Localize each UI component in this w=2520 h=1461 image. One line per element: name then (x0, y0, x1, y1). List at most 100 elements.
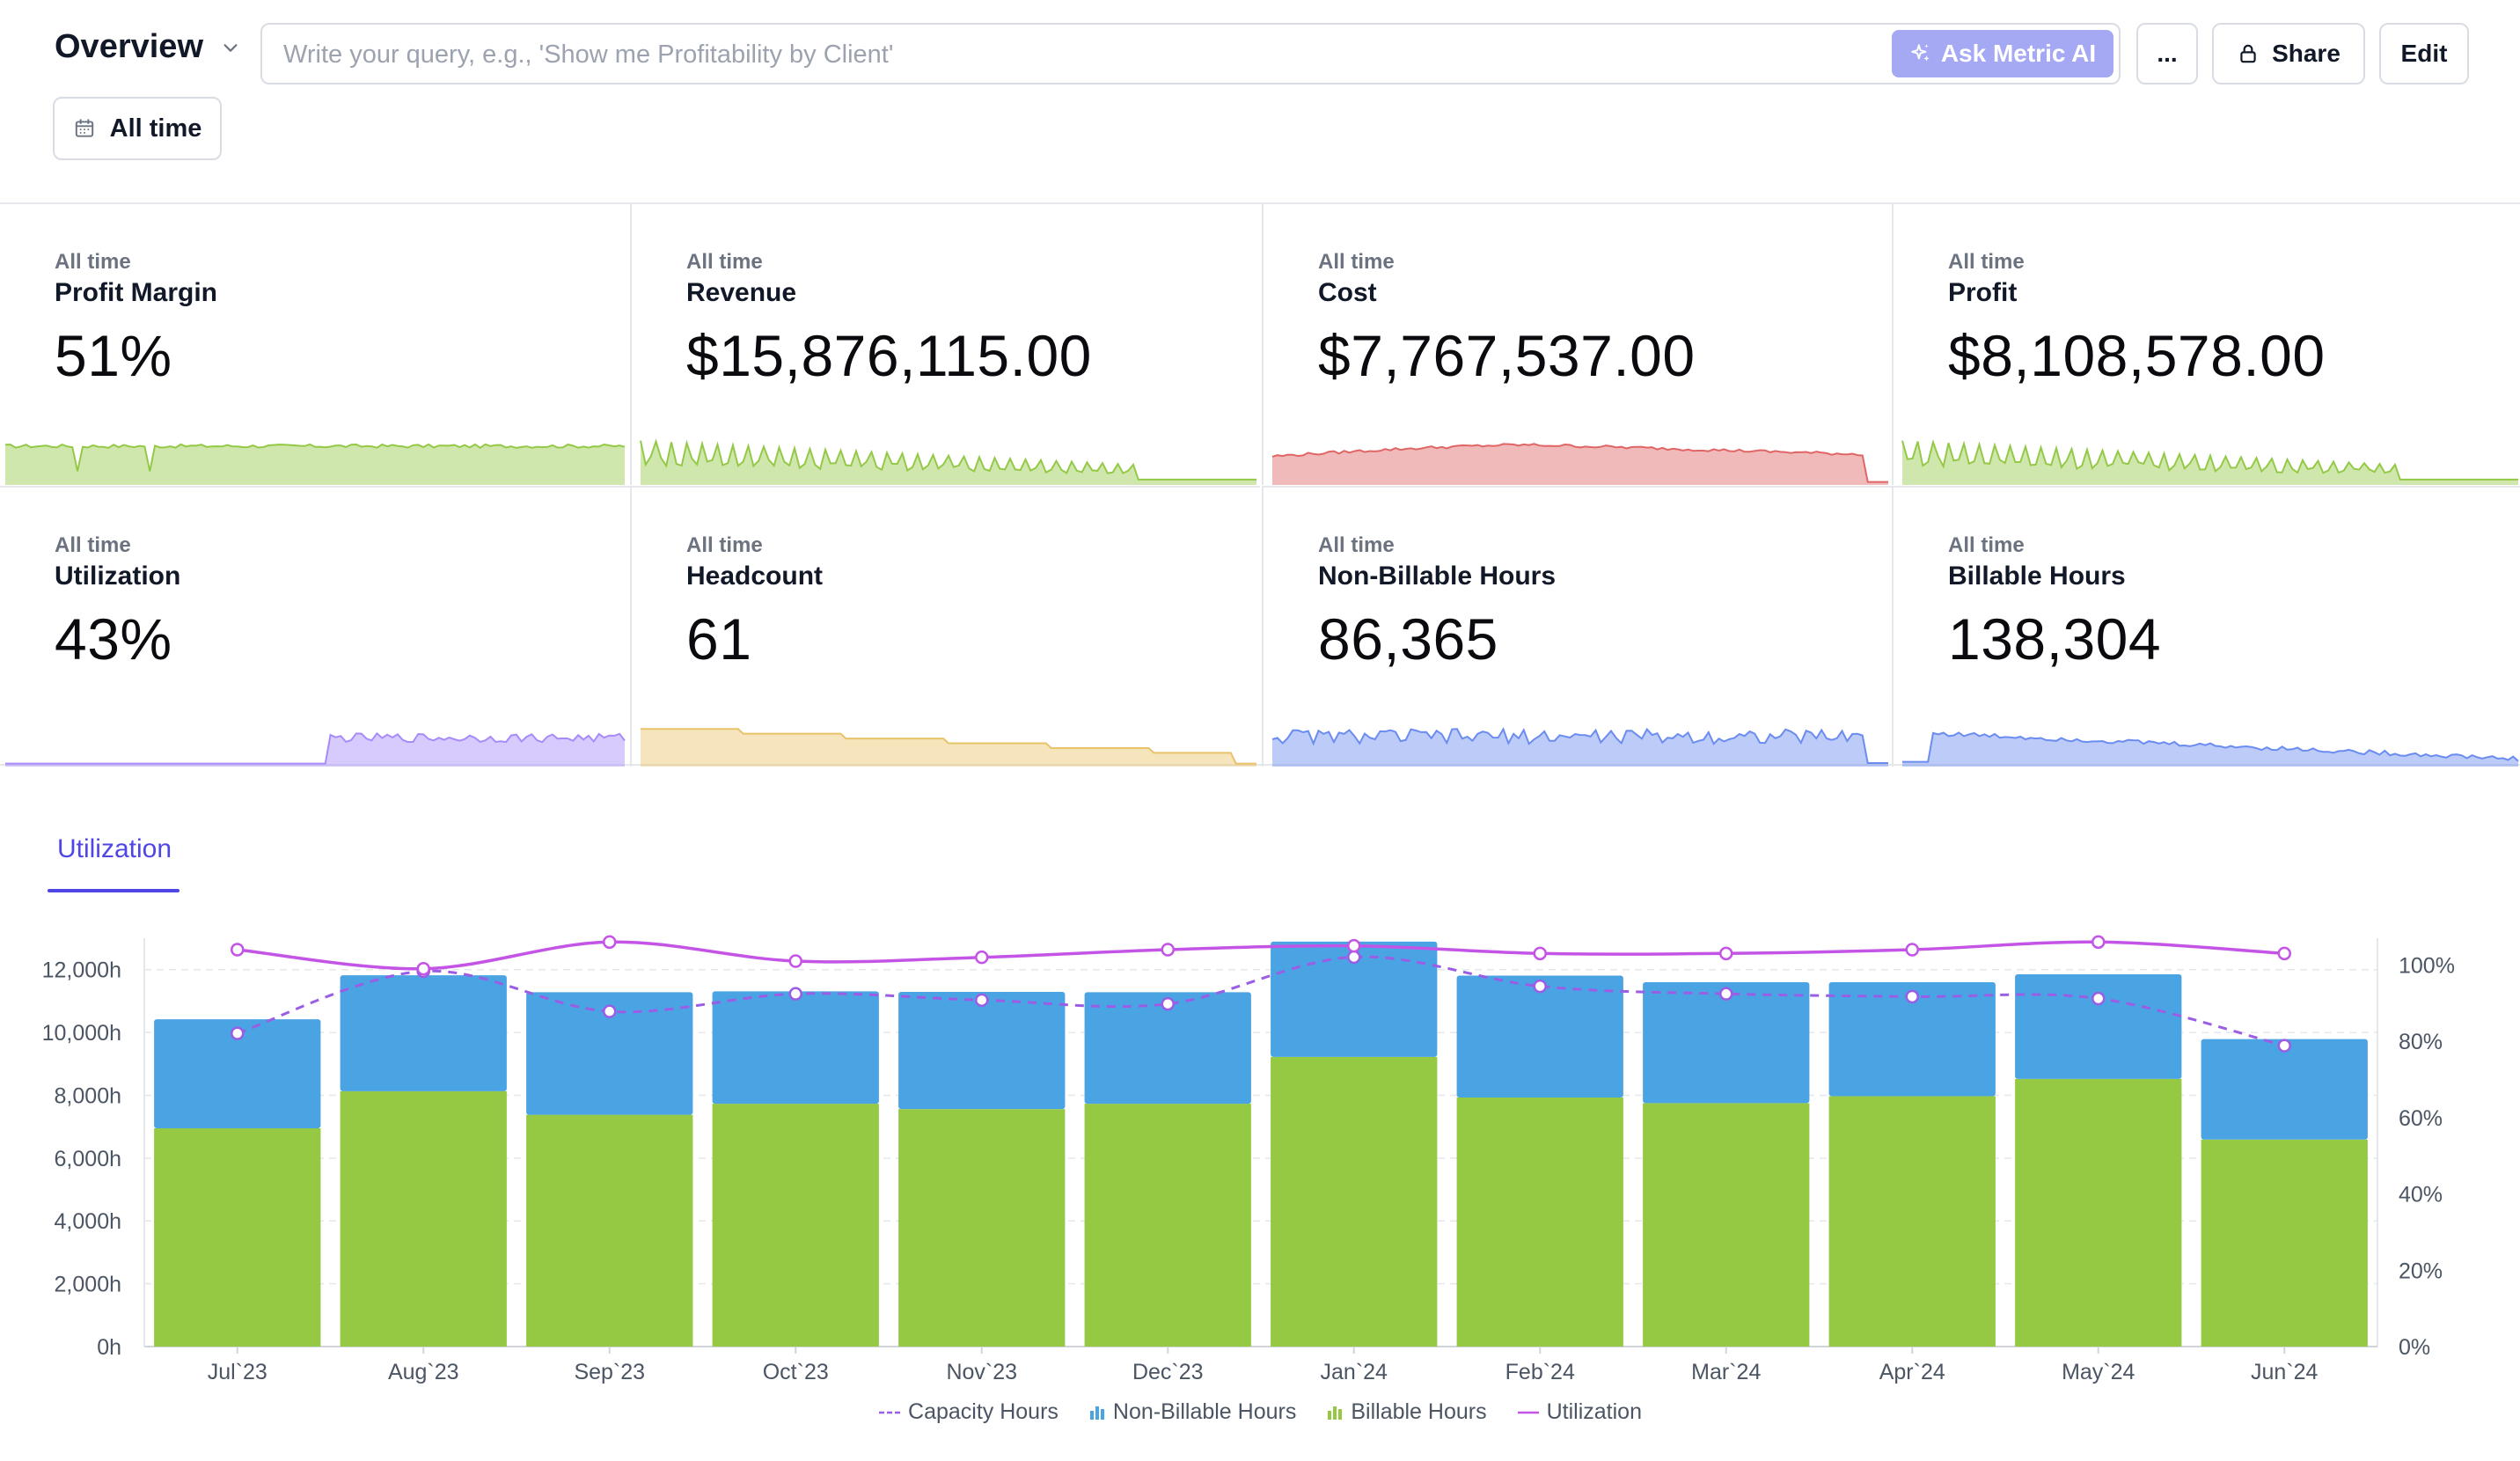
point-capacity-hours[interactable] (603, 1004, 617, 1018)
point-capacity-hours[interactable] (788, 987, 802, 1001)
point-utilization[interactable] (231, 943, 245, 957)
bar-billable-hours[interactable] (340, 1090, 507, 1347)
sparkline-area (5, 733, 625, 767)
kpi-card-billable-hours[interactable]: All time Billable Hours 138,304 (1892, 486, 2520, 767)
point-utilization[interactable] (788, 954, 802, 968)
y-left-tick-label: 12,000h (42, 958, 121, 983)
kpi-card-profit-margin[interactable]: All time Profit Margin 51% (0, 204, 630, 485)
query-input[interactable] (282, 33, 1869, 76)
kpi-grid: All time Profit Margin 51% All time Reve… (0, 202, 2520, 767)
bar-billable-hours[interactable] (1271, 1056, 1438, 1347)
kpi-value: 86,365 (1318, 606, 1498, 672)
dashboard-title-selector[interactable]: Overview (55, 28, 240, 66)
kpi-card-non-billable-hours[interactable]: All time Non-Billable Hours 86,365 (1262, 486, 1892, 767)
kpi-card-profit[interactable]: All time Profit $8,108,578.00 (1892, 204, 2520, 485)
point-capacity-hours[interactable] (1905, 989, 1919, 1004)
point-utilization[interactable] (2091, 935, 2106, 950)
bar-non-billable-hours[interactable] (2201, 1039, 2368, 1140)
point-capacity-hours[interactable] (1347, 950, 1361, 965)
kpi-card-headcount[interactable]: All time Headcount 61 (630, 486, 1260, 767)
sparkline-area (1902, 440, 2518, 485)
bar-billable-hours[interactable] (1643, 1103, 1810, 1347)
line-capacity-hours (237, 955, 2285, 1047)
kpi-name: Utilization (55, 562, 181, 591)
ask-metric-ai-button[interactable]: Ask Metric AI (1892, 30, 2113, 77)
bar-billable-hours[interactable] (526, 1114, 693, 1347)
bar-non-billable-hours[interactable] (154, 1019, 321, 1128)
line-swatch-icon (1517, 1411, 1539, 1413)
kpi-value: $7,767,537.00 (1318, 323, 1696, 388)
date-filter-button[interactable]: All time (53, 97, 222, 160)
kpi-name: Profit (1948, 278, 2018, 307)
kpi-card-utilization[interactable]: All time Utilization 43% (0, 486, 630, 767)
point-capacity-hours[interactable] (2277, 1039, 2291, 1053)
point-capacity-hours[interactable] (1161, 996, 1175, 1011)
sparkline-area (5, 444, 625, 485)
point-utilization[interactable] (1161, 943, 1175, 957)
point-utilization[interactable] (975, 950, 989, 965)
sparkline-line (5, 731, 626, 765)
kpi-period: All time (1948, 533, 2025, 557)
sparkline-area (1902, 732, 2518, 767)
y-left-tick-label: 8,000h (55, 1083, 121, 1108)
bar-billable-hours[interactable] (2201, 1139, 2368, 1347)
bar-non-billable-hours[interactable] (340, 975, 507, 1091)
sparkline-line (1901, 438, 2518, 481)
sparkline-line (1271, 727, 1888, 764)
share-button[interactable]: Share (2212, 23, 2365, 84)
point-utilization[interactable] (416, 961, 430, 976)
share-label: Share (2272, 40, 2341, 67)
line-utilization (237, 940, 2285, 971)
dashed-line-swatch-icon (879, 1411, 901, 1413)
point-utilization[interactable] (1719, 946, 1733, 961)
x-tick-label: Nov`23 (946, 1360, 1017, 1384)
point-capacity-hours[interactable] (975, 993, 989, 1008)
point-utilization[interactable] (1533, 946, 1547, 961)
header: Overview Ask Metric AI ... Share Edit (0, 0, 2520, 202)
bar-non-billable-hours[interactable] (898, 992, 1066, 1110)
bar-billable-hours[interactable] (154, 1127, 321, 1347)
point-utilization[interactable] (1347, 938, 1361, 953)
bar-non-billable-hours[interactable] (1456, 975, 1623, 1098)
tab-active-indicator (48, 889, 179, 892)
tab-utilization[interactable]: Utilization (56, 834, 172, 863)
bar-non-billable-hours[interactable] (1084, 992, 1251, 1105)
bar-non-billable-hours[interactable] (2015, 974, 2182, 1079)
sparkline-area (641, 729, 1256, 767)
kpi-value: 61 (686, 606, 752, 672)
kpi-sparkline (640, 438, 1256, 485)
bar-non-billable-hours[interactable] (712, 991, 879, 1105)
point-utilization[interactable] (2277, 946, 2291, 961)
bar-billable-hours[interactable] (898, 1109, 1066, 1347)
point-capacity-hours[interactable] (1533, 979, 1547, 994)
point-capacity-hours[interactable] (2091, 991, 2106, 1006)
y-right-tick-label: 100% (2399, 953, 2455, 978)
point-utilization[interactable] (603, 935, 617, 950)
sparkline-line (4, 443, 626, 472)
legend-item-capacity-hours[interactable]: Capacity Hours (878, 1399, 1059, 1425)
bar-non-billable-hours[interactable] (1828, 981, 1996, 1097)
kpi-card-revenue[interactable]: All time Revenue $15,876,115.00 (630, 204, 1260, 485)
bar-billable-hours[interactable] (1828, 1096, 1996, 1347)
legend-item-billable-hours[interactable]: Billable Hours (1326, 1399, 1487, 1425)
point-capacity-hours[interactable] (1719, 987, 1733, 1001)
bar-non-billable-hours[interactable] (1643, 981, 1810, 1104)
point-capacity-hours[interactable] (231, 1026, 245, 1040)
kpi-card-cost[interactable]: All time Cost $7,767,537.00 (1262, 204, 1892, 485)
legend-item-utilization[interactable]: Utilization (1517, 1399, 1642, 1425)
more-options-button[interactable]: ... (2136, 23, 2198, 84)
bar-non-billable-hours[interactable] (1271, 941, 1438, 1057)
bar-billable-hours[interactable] (2015, 1078, 2182, 1347)
bar-billable-hours[interactable] (1456, 1097, 1623, 1347)
kpi-period: All time (1318, 250, 1395, 274)
kpi-period: All time (55, 533, 131, 557)
bar-billable-hours[interactable] (712, 1104, 879, 1347)
y-right-tick-label: 60% (2399, 1106, 2443, 1131)
edit-button[interactable]: Edit (2379, 23, 2469, 84)
x-tick-label: Dec`23 (1132, 1360, 1204, 1384)
point-utilization[interactable] (1905, 943, 1919, 957)
legend-item-non-billable-hours[interactable]: Non-Billable Hours (1088, 1399, 1296, 1425)
bar-billable-hours[interactable] (1084, 1104, 1251, 1347)
kpi-sparkline (1902, 731, 2519, 767)
bar-non-billable-hours[interactable] (526, 992, 693, 1115)
